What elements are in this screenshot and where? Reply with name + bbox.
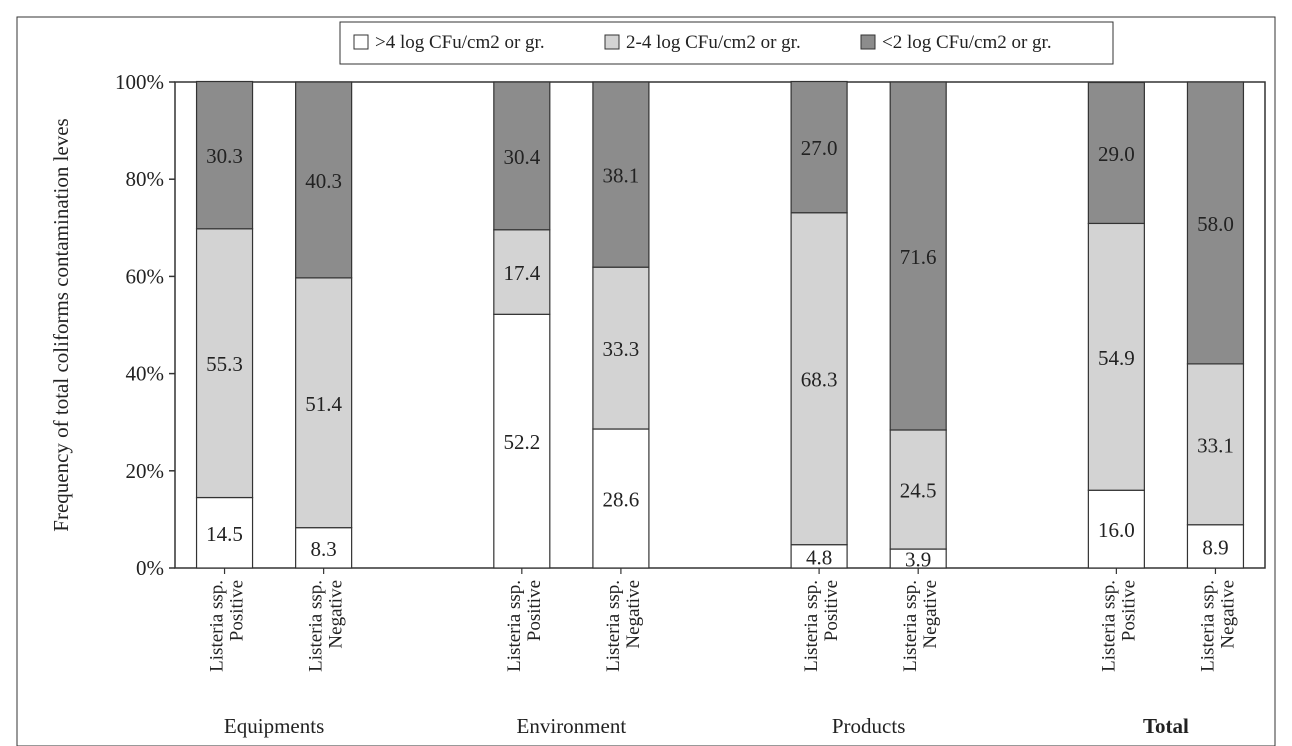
data-label: 58.0: [1197, 212, 1234, 236]
bar-segment-mid: [592, 266, 650, 430]
plot-frame: [174, 81, 1266, 569]
legend-swatch: [860, 34, 876, 50]
bar-segment-low: [790, 80, 848, 214]
bar-segment-low: [493, 81, 551, 231]
x-axis: Listeria ssp. Positive Listeria ssp. Negati…: [207, 568, 1238, 738]
data-label: 8.3: [311, 537, 337, 561]
data-label: 51.4: [305, 392, 342, 416]
data-label: 52.2: [503, 430, 540, 454]
x-tick-label: Listeria ssp.: [900, 580, 921, 672]
figure-frame: [16, 16, 1276, 746]
data-label: 33.3: [603, 337, 640, 361]
data-label: 8.9: [1202, 535, 1228, 559]
x-tick-label: Positive: [821, 580, 842, 641]
data-label: 4.8: [806, 545, 832, 569]
y-axis: 0% 20% 40% 60% 80% 100%: [115, 70, 175, 580]
data-label: 38.1: [603, 164, 640, 188]
x-tick-label: Listeria ssp.: [1098, 580, 1119, 672]
bars: 14.5 55.3 30.3 8.3 51.4 40.3 52.2 17.4 30.4 28.6 3…: [195, 80, 1245, 572]
data-label: 28.6: [603, 488, 640, 512]
legend: >4 log CFu/cm2 or gr. 2-4 log CFu/cm2 or …: [339, 21, 1114, 65]
x-tick-label: Negative: [326, 580, 347, 649]
bar-segment-low: [295, 81, 353, 279]
data-label: 24.5: [900, 479, 937, 503]
x-tick-label: Listeria ssp.: [1197, 580, 1218, 672]
data-label: 3.9: [905, 548, 931, 572]
x-tick-label: Listeria ssp.: [306, 580, 327, 672]
y-tick-label: 80%: [126, 167, 165, 191]
group-label: Environment: [517, 714, 627, 738]
legend-swatch: [604, 34, 620, 50]
bar-segment-low: [889, 81, 947, 431]
legend-box: [339, 21, 1114, 65]
data-label: 68.3: [801, 368, 838, 392]
bar-segment-high: [493, 313, 551, 569]
legend-label: <2 log CFu/cm2 or gr.: [882, 32, 1052, 53]
data-label: 33.1: [1197, 433, 1234, 457]
y-axis-label: Frequency of total coliforms contaminati…: [49, 118, 73, 531]
bar-segment-low: [592, 81, 650, 268]
bar-segment-low: [1087, 81, 1145, 225]
data-label: 54.9: [1098, 346, 1135, 370]
legend-label: >4 log CFu/cm2 or gr.: [375, 32, 545, 53]
x-tick-label: Positive: [227, 580, 248, 641]
data-label: 30.4: [503, 145, 540, 169]
x-tick-label: Negative: [920, 580, 941, 649]
data-label: 30.3: [206, 144, 243, 168]
x-tick-label: Negative: [623, 580, 644, 649]
x-tick-label: Listeria ssp.: [504, 580, 525, 672]
bar-segment-mid: [790, 212, 848, 546]
bar-segment-low: [1186, 81, 1245, 365]
bar-segment-high: [592, 428, 650, 569]
bar-segment-high: [295, 527, 353, 569]
data-label: 14.5: [206, 522, 243, 546]
legend-label: 2-4 log CFu/cm2 or gr.: [626, 32, 801, 53]
bar-segment-mid: [889, 429, 947, 550]
x-tick-label: Positive: [524, 580, 545, 641]
x-tick-label: Listeria ssp.: [603, 580, 624, 672]
bar-segment-low: [195, 80, 254, 230]
group-label: Total: [1143, 714, 1189, 738]
y-tick-label: 0%: [136, 556, 164, 580]
x-tick-label: Listeria ssp.: [801, 580, 822, 672]
bar-segment-mid: [195, 228, 254, 499]
data-label: 16.0: [1098, 518, 1135, 542]
data-label: 17.4: [503, 261, 540, 285]
bar-segment-mid: [295, 277, 353, 529]
bar-segment-high: [1186, 524, 1245, 569]
data-label: 27.0: [801, 136, 838, 160]
y-tick-label: 20%: [126, 459, 165, 483]
x-tick-label: Positive: [1118, 580, 1139, 641]
y-tick-label: 100%: [115, 70, 164, 94]
bar-segment-mid: [1087, 222, 1145, 491]
group-label: Products: [832, 714, 906, 738]
y-tick-label: 40%: [126, 362, 165, 386]
data-label: 55.3: [206, 352, 243, 376]
data-label: 29.0: [1098, 142, 1135, 166]
bar-segment-mid: [1186, 363, 1245, 526]
data-label: 71.6: [900, 245, 937, 269]
x-tick-label: Negative: [1217, 580, 1238, 649]
y-tick-label: 60%: [126, 264, 165, 288]
group-label: Equipments: [224, 714, 324, 738]
x-tick-label: Listeria ssp.: [207, 580, 228, 672]
legend-swatch: [353, 34, 369, 50]
data-label: 40.3: [305, 169, 342, 193]
